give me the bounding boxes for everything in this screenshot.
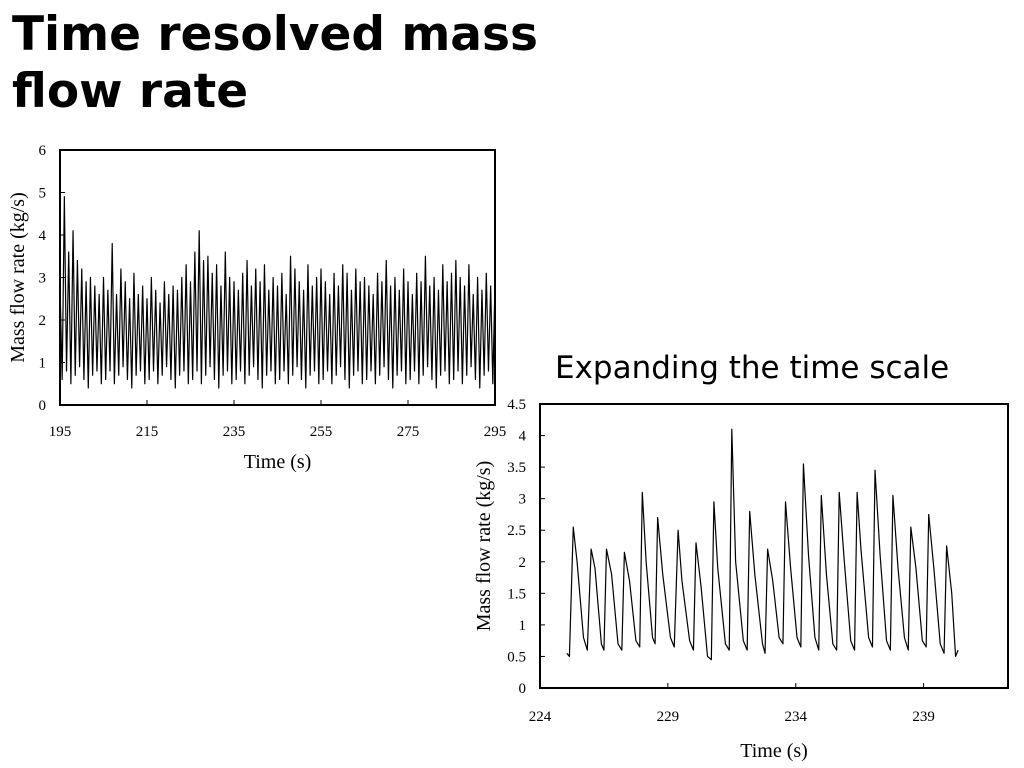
x-tick-label: 229 <box>657 709 680 725</box>
y-tick-label: 4 <box>39 228 47 244</box>
x-tick-label: 235 <box>223 424 246 440</box>
x-axis-label: Time (s) <box>244 451 312 473</box>
y-tick-label: 5 <box>39 186 47 202</box>
x-tick-label: 295 <box>484 424 507 440</box>
y-tick-label: 1 <box>39 356 47 372</box>
y-tick-label: 3 <box>519 492 527 508</box>
y-tick-label: 1 <box>519 618 527 634</box>
data-line <box>59 196 496 389</box>
x-tick-label: 255 <box>310 424 333 440</box>
x-tick-label: 215 <box>136 424 159 440</box>
y-axis-label: Mass flow rate (kg/s) <box>473 461 495 632</box>
plot-frame <box>59 149 496 406</box>
x-tick-label: 195 <box>49 424 72 440</box>
y-tick-label: 3 <box>39 271 47 287</box>
y-tick-label: 1.5 <box>507 586 526 602</box>
caption: Expanding the time scale <box>555 350 950 386</box>
y-tick-label: 0.5 <box>507 649 526 665</box>
y-tick-label: 6 <box>39 143 47 159</box>
slide-title: Time resolved mass flow rate <box>12 7 538 119</box>
plot-frame <box>539 403 1009 689</box>
y-axis-label: Mass flow rate (kg/s) <box>7 192 29 363</box>
x-tick-label: 234 <box>784 709 807 725</box>
y-tick-label: 2 <box>519 555 527 571</box>
y-tick-label: 3.5 <box>507 460 526 476</box>
y-tick-label: 4 <box>519 429 527 445</box>
data-line <box>566 428 959 661</box>
y-tick-label: 2.5 <box>507 523 526 539</box>
y-tick-label: 4.5 <box>507 397 526 413</box>
x-axis-label: Time (s) <box>740 740 808 762</box>
x-tick-label: 224 <box>529 709 552 725</box>
x-tick-label: 275 <box>397 424 420 440</box>
y-tick-label: 0 <box>519 681 527 697</box>
y-tick-label: 2 <box>39 313 47 329</box>
x-tick-label: 239 <box>912 709 935 725</box>
y-tick-label: 0 <box>39 398 47 414</box>
